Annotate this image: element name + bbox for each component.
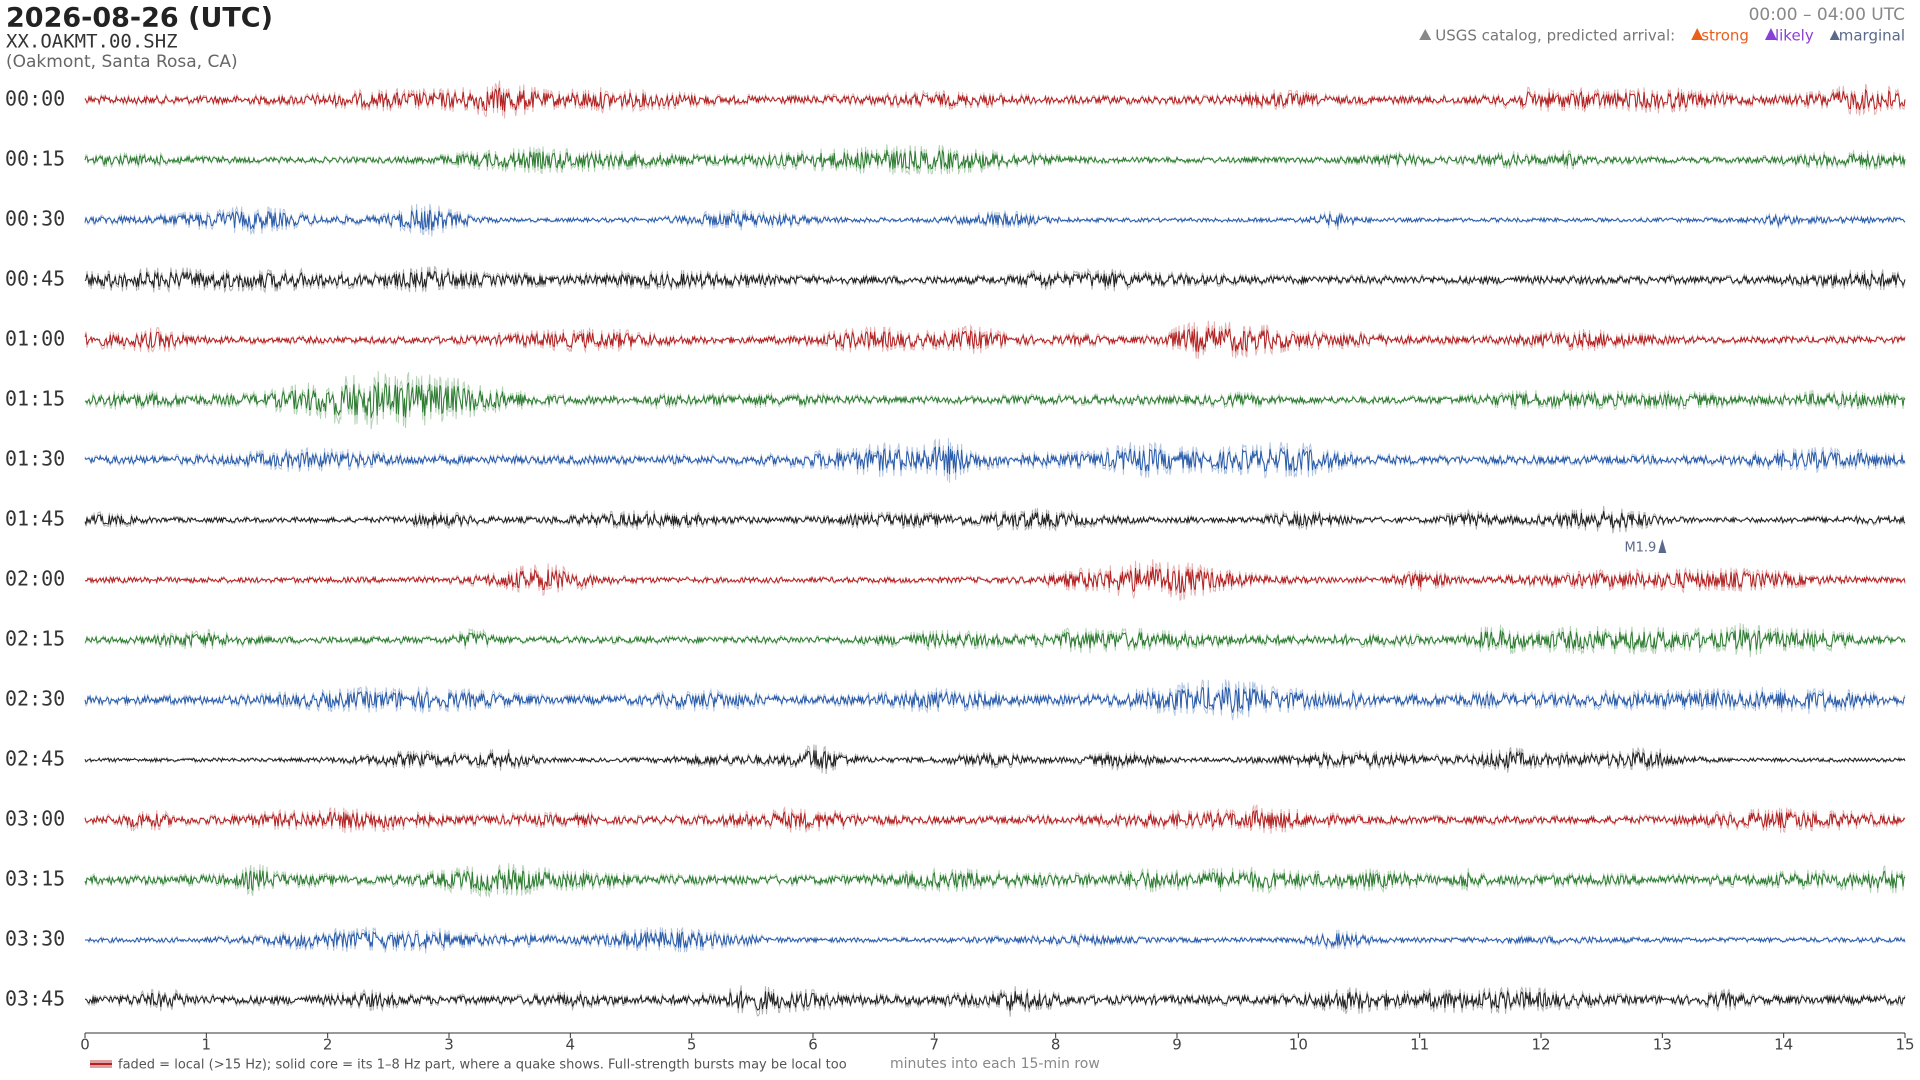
legend-entry: strong <box>1701 27 1749 45</box>
trace-faded <box>84 744 1906 775</box>
row-label: 01:45 <box>5 507 65 531</box>
x-axis-label: minutes into each 15-min row <box>890 1056 1100 1072</box>
row-label: 00:45 <box>5 267 65 291</box>
trace-faded <box>84 80 1906 119</box>
row-label: 00:30 <box>5 207 65 231</box>
location: (Oakmont, Santa Rosa, CA) <box>6 52 238 72</box>
row-label: 03:00 <box>5 807 65 831</box>
x-tick-label: 6 <box>808 1036 818 1054</box>
trace <box>84 990 1906 1011</box>
trace <box>84 382 1906 419</box>
legend: marginal likely strong USGS catalog, predic… <box>1419 27 1905 45</box>
row-label: 02:15 <box>5 627 65 651</box>
row-label: 00:15 <box>5 147 65 171</box>
x-tick-label: 11 <box>1410 1036 1429 1054</box>
x-tick-label: 3 <box>444 1036 454 1054</box>
trace <box>84 809 1906 830</box>
note-swatch-core <box>90 1063 112 1065</box>
trace-faded <box>84 265 1906 294</box>
legend-marker <box>1764 28 1777 40</box>
trace <box>84 686 1906 713</box>
row-label: 03:45 <box>5 987 65 1011</box>
x-tick-label: 2 <box>323 1036 333 1054</box>
trace-faded <box>84 203 1906 237</box>
row-label: 00:00 <box>5 87 65 111</box>
x-tick-label: 5 <box>687 1036 697 1054</box>
x-tick-label: 13 <box>1653 1036 1672 1054</box>
x-tick-label: 8 <box>1051 1036 1061 1054</box>
trace <box>84 750 1906 769</box>
x-tick-label: 1 <box>202 1036 212 1054</box>
legend-label: USGS catalog, predicted arrival: <box>1435 27 1675 45</box>
x-tick-label: 0 <box>80 1036 90 1054</box>
trace-faded <box>84 926 1906 954</box>
note: faded = local (>15 Hz); solid core = its… <box>118 1058 847 1073</box>
row-label: 02:45 <box>5 747 65 771</box>
row-label: 01:30 <box>5 447 65 471</box>
row-label: 03:30 <box>5 927 65 951</box>
x-tick-label: 4 <box>566 1036 576 1054</box>
legend-marker <box>1829 30 1840 40</box>
trace-faded <box>84 679 1906 721</box>
row-label: 01:00 <box>5 327 65 351</box>
legend-marker <box>1419 29 1432 40</box>
trace <box>84 149 1906 171</box>
x-tick-label: 14 <box>1774 1036 1793 1054</box>
trace <box>84 868 1906 892</box>
trace <box>84 327 1906 353</box>
legend-marker <box>1691 28 1704 40</box>
trace-faded <box>84 863 1906 899</box>
trace <box>84 446 1906 475</box>
row-label: 02:30 <box>5 687 65 711</box>
x-tick-label: 7 <box>930 1036 940 1054</box>
x-tick-label: 9 <box>1172 1036 1182 1054</box>
trace <box>84 511 1906 529</box>
title: 2026-08-26 (UTC) <box>6 3 273 34</box>
arrival-label: M1.9 <box>1624 541 1656 556</box>
legend-entry: likely <box>1775 27 1814 45</box>
x-tick-label: 15 <box>1895 1036 1914 1054</box>
trace <box>84 930 1906 950</box>
legend-entry: marginal <box>1839 27 1905 45</box>
trace <box>84 270 1906 290</box>
trace <box>84 629 1906 651</box>
trace <box>84 567 1906 594</box>
row-label: 02:00 <box>5 567 65 591</box>
row-label: 03:15 <box>5 867 65 891</box>
station: XX.OAKMT.00.SHZ <box>6 31 178 53</box>
row-label: 01:15 <box>5 387 65 411</box>
x-tick-label: 10 <box>1289 1036 1308 1054</box>
trace <box>84 209 1906 231</box>
arrival-marker <box>1658 539 1667 553</box>
x-tick-label: 12 <box>1531 1036 1550 1054</box>
time-range: 00:00 – 04:00 UTC <box>1749 5 1905 25</box>
trace <box>84 87 1906 112</box>
